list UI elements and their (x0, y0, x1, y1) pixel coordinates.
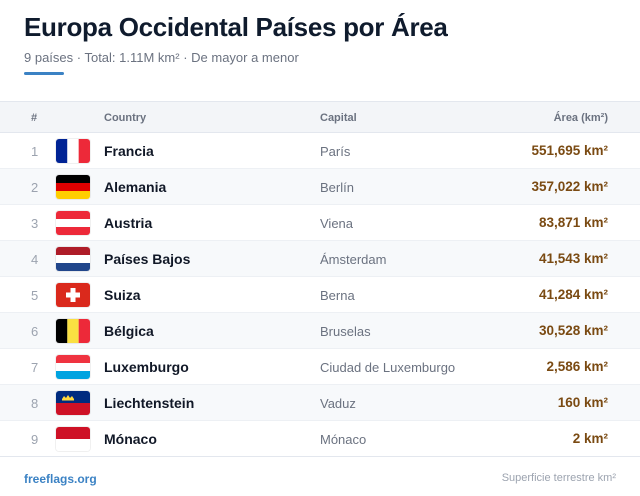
row-country: Liechtenstein (104, 395, 195, 411)
table-header: # Country Capital Área (km²) (0, 101, 640, 133)
table-row: 5 Suiza Berna 41,284 km² (0, 277, 640, 313)
flag-liechtenstein-icon (56, 391, 90, 415)
row-capital: Ámsterdam (320, 252, 387, 267)
row-capital: Berna (320, 288, 355, 303)
row-area: 551,695 km² (531, 143, 608, 158)
row-country: Francia (104, 143, 154, 159)
table-row: 4 Países Bajos Ámsterdam 41,543 km² (0, 241, 640, 277)
row-rank: 2 (31, 180, 39, 195)
row-rank: 6 (31, 324, 39, 339)
flag-germany-icon (56, 175, 90, 199)
table-row: 9 Mónaco Mónaco 2 km² (0, 421, 640, 457)
row-area: 83,871 km² (538, 215, 608, 230)
row-country: Suiza (104, 287, 141, 303)
column-header-capital: Capital (320, 112, 357, 124)
column-header-rank: # (31, 112, 38, 124)
table-row: 1 Francia París 551,695 km² (0, 133, 640, 169)
row-capital: Ciudad de Luxemburgo (320, 360, 456, 375)
countries-table: # Country Capital Área (km²) 1 Francia P… (0, 101, 640, 457)
row-country: Mónaco (104, 431, 157, 447)
row-capital: Berlín (320, 180, 354, 195)
flag-belgium-icon (56, 319, 90, 343)
flag-luxembourg-icon (56, 355, 90, 379)
row-country: Bélgica (104, 323, 154, 339)
row-area: 2,586 km² (546, 359, 608, 374)
row-rank: 5 (31, 288, 39, 303)
row-capital: Viena (320, 216, 354, 231)
row-area: 41,284 km² (538, 287, 608, 302)
title-accent-bar (24, 72, 64, 75)
table-row: 7 Luxemburgo Ciudad de Luxemburgo 2,586 … (0, 349, 640, 385)
source-link[interactable]: freeflags.org (24, 472, 97, 486)
table-row: 3 Austria Viena 83,871 km² (0, 205, 640, 241)
footer-note: Superficie terrestre km² (501, 472, 616, 484)
column-header-area: Área (km²) (553, 112, 608, 124)
flag-switzerland-icon (56, 283, 90, 307)
table-row: 2 Alemania Berlín 357,022 km² (0, 169, 640, 205)
row-rank: 9 (31, 432, 39, 447)
page-title: Europa Occidental Países por Área (24, 12, 448, 42)
flag-austria-icon (56, 211, 90, 235)
row-area: 2 km² (572, 431, 608, 446)
table-row: 6 Bélgica Bruselas 30,528 km² (0, 313, 640, 349)
row-country: Alemania (104, 179, 167, 195)
row-capital: París (320, 144, 351, 159)
row-rank: 3 (31, 216, 39, 231)
row-capital: Vaduz (320, 396, 356, 411)
page-subtitle: 9 países · Total: 1.11M km² · De mayor a… (24, 50, 299, 65)
table-row: 8 Liechtenstein Vaduz 160 km² (0, 385, 640, 421)
row-capital: Bruselas (320, 324, 371, 339)
flag-monaco-icon (56, 427, 90, 451)
row-rank: 8 (31, 396, 39, 411)
column-header-country: Country (104, 112, 147, 124)
row-area: 41,543 km² (538, 251, 608, 266)
row-area: 30,528 km² (538, 323, 608, 338)
row-rank: 4 (31, 252, 39, 267)
footer: freeflags.org Superficie terrestre km² (0, 456, 640, 496)
row-area: 160 km² (557, 395, 608, 410)
row-country: Luxemburgo (104, 359, 189, 375)
flag-france-icon (56, 139, 90, 163)
row-capital: Mónaco (320, 432, 367, 447)
row-country: Países Bajos (104, 251, 191, 267)
row-country: Austria (104, 215, 153, 231)
row-rank: 1 (31, 144, 39, 159)
row-rank: 7 (31, 360, 39, 375)
row-area: 357,022 km² (531, 179, 608, 194)
flag-netherlands-icon (56, 247, 90, 271)
